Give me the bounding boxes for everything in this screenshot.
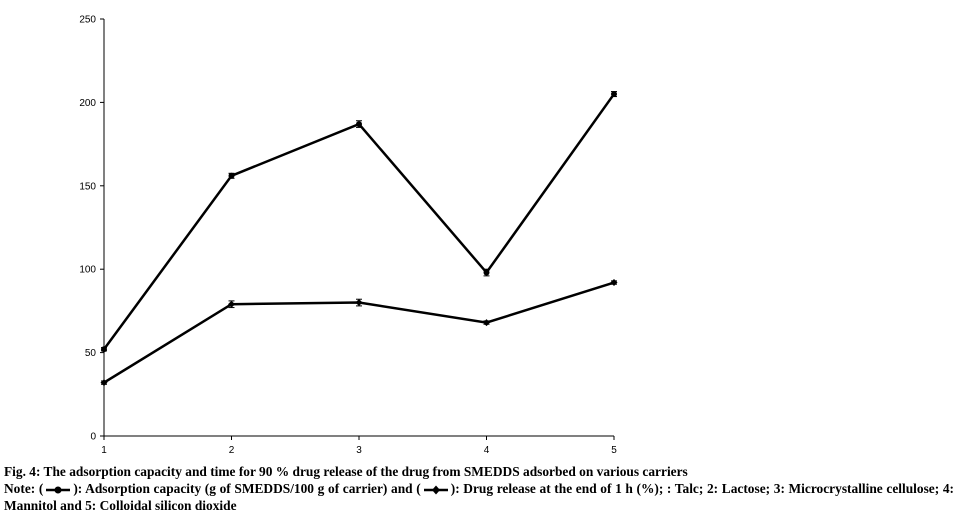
- data-point-circle: [483, 269, 490, 276]
- legend-circle-line-icon: [46, 486, 71, 494]
- caption-note-series2: ): Drug release at the end of 1 h (%); :…: [4, 481, 954, 513]
- chart-svg: 0 50 100 150 200 250 1 2 3 4 5: [79, 15, 618, 456]
- y-tick-label: 250: [79, 15, 96, 26]
- y-tick-label: 0: [90, 432, 96, 443]
- legend-diamond-line-icon: [423, 485, 448, 495]
- caption-note-series1: ): Adsorption capacity (g of SMEDDS/100 …: [73, 481, 421, 496]
- data-point-circle: [228, 172, 235, 179]
- y-tick-label: 200: [79, 98, 96, 109]
- data-point-diamond: [355, 299, 363, 307]
- series-line-1: [102, 93, 616, 351]
- data-point-diamond: [610, 279, 618, 287]
- x-tick-label: 1: [101, 445, 107, 456]
- series-line-2: [103, 281, 615, 384]
- x-tick-label: 3: [356, 445, 362, 456]
- data-point-diamond: [100, 379, 108, 387]
- caption-note-prefix: Note: (: [4, 481, 44, 496]
- data-point-circle: [611, 91, 617, 98]
- caption-title: Fig. 4: The adsorption capacity and time…: [4, 464, 688, 479]
- y-tick-label: 100: [79, 265, 96, 276]
- x-tick-label: 5: [611, 445, 617, 456]
- chart-marks: 0 50 100 150 200 250 1 2 3 4 5: [79, 15, 618, 456]
- line-chart: 0 50 100 150 200 250 1 2 3 4 5: [79, 15, 618, 456]
- x-tick-label: 2: [229, 445, 235, 456]
- data-point-circle: [356, 121, 362, 128]
- figure-caption: Fig. 4: The adsorption capacity and time…: [4, 463, 954, 514]
- y-tick-label: 150: [79, 181, 96, 192]
- data-point-diamond: [228, 300, 235, 308]
- caption-note: Note: ( ): Adsorption capacity (g of SMED…: [4, 480, 954, 514]
- data-point-circle: [101, 346, 107, 353]
- data-point-diamond: [483, 319, 490, 327]
- x-tick-label: 4: [484, 445, 490, 456]
- y-tick-label: 50: [85, 348, 97, 359]
